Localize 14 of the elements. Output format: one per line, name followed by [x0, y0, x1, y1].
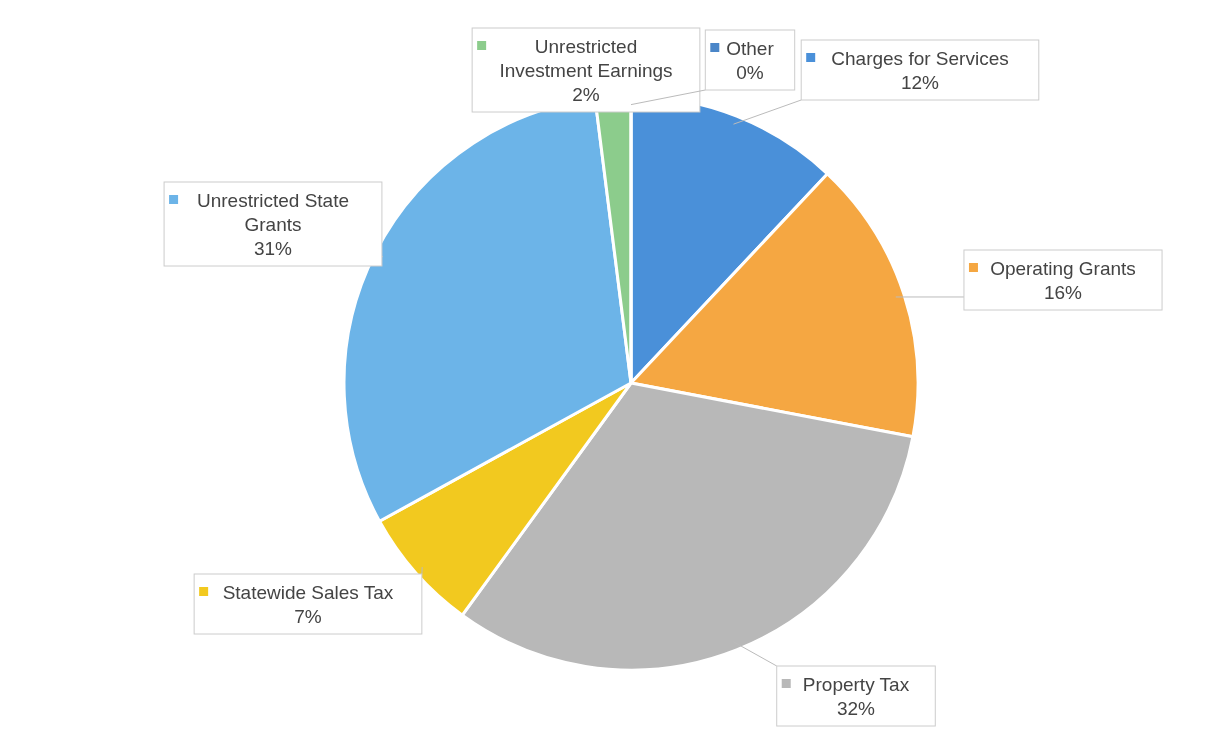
legend-label: Statewide Sales Tax	[222, 582, 394, 603]
data-label: 2%	[572, 84, 600, 105]
data-label: 16%	[1043, 282, 1083, 303]
data-label: 12%	[900, 72, 940, 93]
data-label: 32%	[836, 698, 876, 719]
legend-label: Property Tax	[802, 674, 910, 695]
text: 0%	[736, 62, 764, 83]
data-label: 7%	[294, 606, 322, 627]
legend-label: Other	[726, 38, 775, 59]
legend-label: Unrestricted State Grants	[196, 190, 350, 235]
legend-label: Charges for Services	[831, 48, 1009, 69]
slice-label: Unrestricted Investment Earnings	[499, 36, 673, 81]
data-label: 31%	[253, 238, 293, 259]
legend-label: Operating Grants	[990, 258, 1136, 279]
